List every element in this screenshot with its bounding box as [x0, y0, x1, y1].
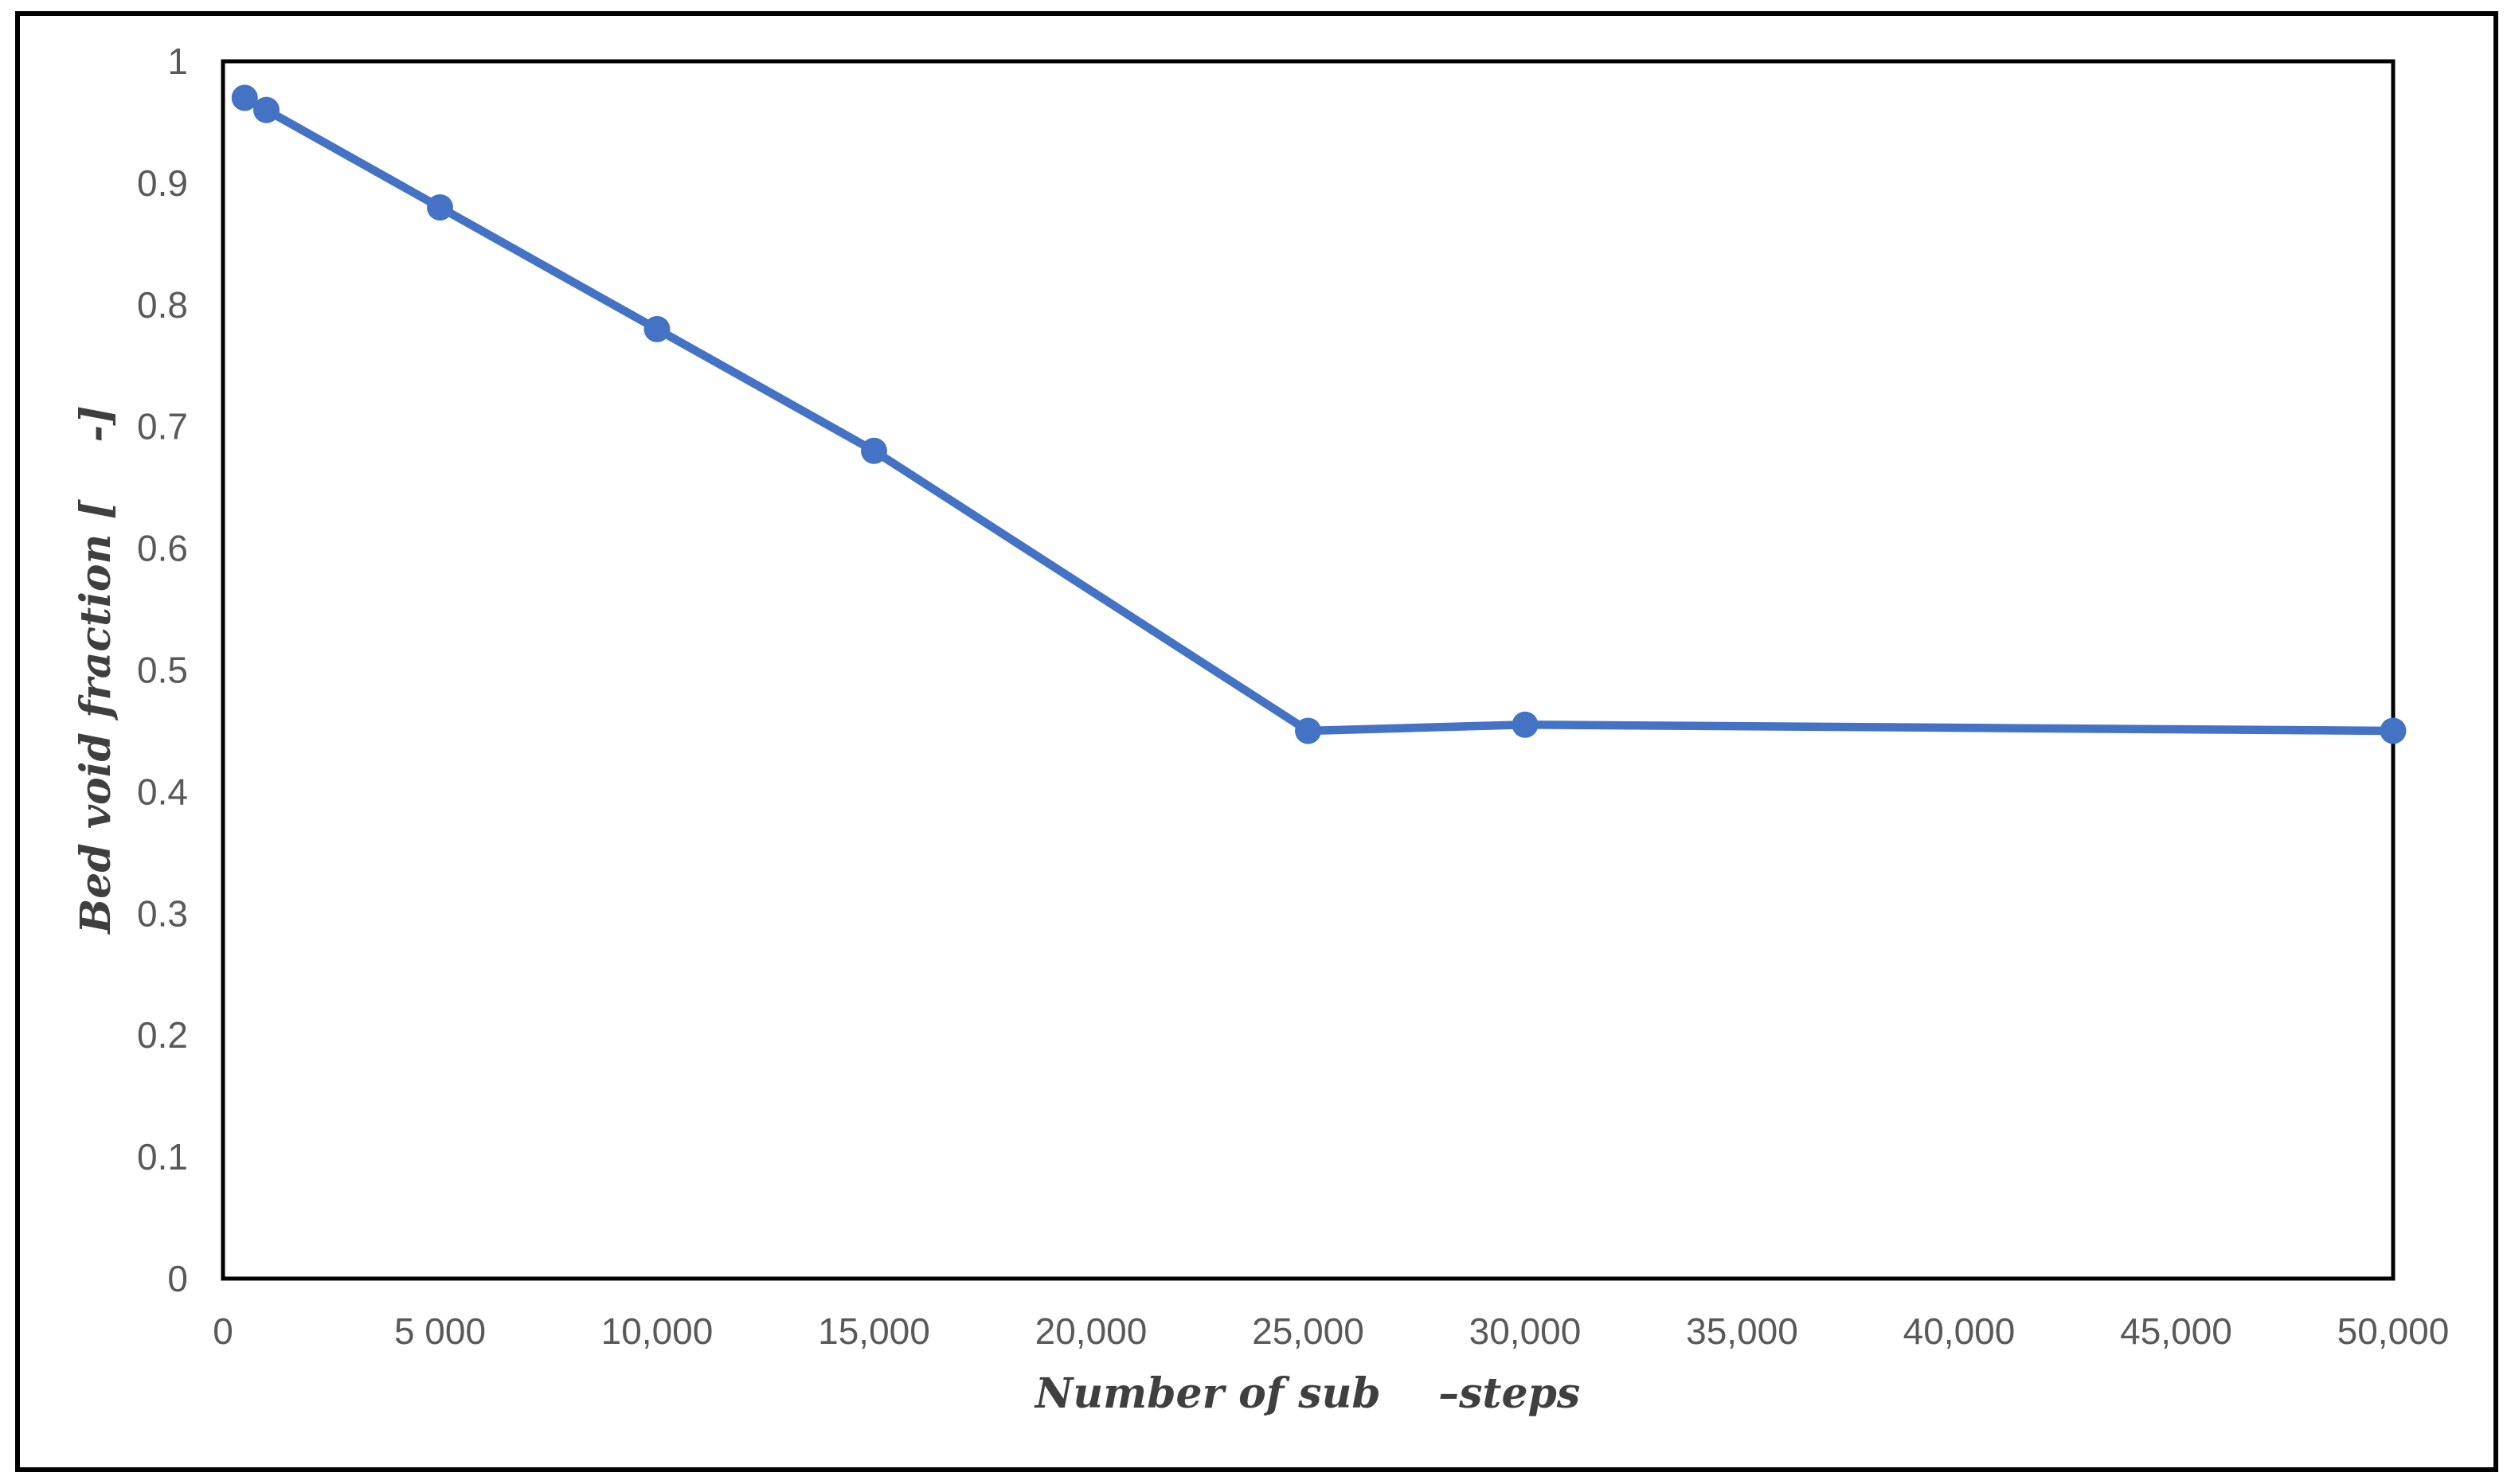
- x-tick-label: 30,000: [1469, 1310, 1582, 1352]
- x-tick-label: 10,000: [601, 1310, 714, 1352]
- data-series: [231, 84, 2407, 744]
- y-tick-label: 0.1: [137, 1136, 188, 1177]
- y-tick-label: 0.8: [137, 284, 188, 326]
- x-tick-label: 35,000: [1686, 1310, 1798, 1352]
- y-tick-label: 1: [167, 41, 188, 82]
- x-tick-label: 50,000: [2337, 1310, 2450, 1352]
- y-tick-label: 0: [167, 1258, 188, 1299]
- x-tick-label: 25,000: [1252, 1310, 1364, 1352]
- y-axis-title: Bed void fraction [ -]: [72, 405, 120, 935]
- data-point-marker: [1512, 711, 1539, 738]
- data-point-marker: [2380, 717, 2407, 744]
- y-tick-label: 0.6: [137, 528, 188, 569]
- data-point-marker: [231, 84, 258, 111]
- data-point-marker: [1295, 717, 1321, 744]
- series-line: [241, 93, 2398, 736]
- y-tick-label: 0.7: [137, 406, 188, 447]
- x-tick-label: 0: [213, 1310, 233, 1352]
- data-point-marker: [253, 96, 280, 123]
- x-axis-title: Number of sub –steps: [1034, 1369, 1580, 1418]
- x-tick-label: 40,000: [1903, 1310, 2016, 1352]
- y-tick-label: 0.9: [137, 162, 188, 204]
- x-tick-label: 45,000: [2120, 1310, 2232, 1352]
- y-tick-label: 0.2: [137, 1014, 188, 1056]
- x-tick-label: 20,000: [1035, 1310, 1148, 1352]
- data-point-marker: [643, 315, 671, 342]
- y-tick-label: 0.4: [137, 771, 188, 812]
- x-tick-label: 5 000: [394, 1310, 486, 1352]
- x-axis-tick-labels: 0 5 000 10,000 15,000 20,000 25,000 30,000 35,0…: [213, 1310, 2449, 1352]
- y-tick-label: 0.3: [137, 892, 188, 934]
- plot-area-border: [221, 59, 2396, 1281]
- data-point-marker: [861, 437, 887, 464]
- x-tick-label: 15,000: [818, 1310, 930, 1352]
- data-point-marker: [427, 193, 453, 221]
- y-tick-label: 0.5: [137, 650, 188, 691]
- y-axis-tick-labels: 0 0.1 0.2 0.3 0.4 0.5 0.6 0.7 0.8 0.9 1: [137, 41, 188, 1299]
- figure-border: [15, 11, 2498, 1472]
